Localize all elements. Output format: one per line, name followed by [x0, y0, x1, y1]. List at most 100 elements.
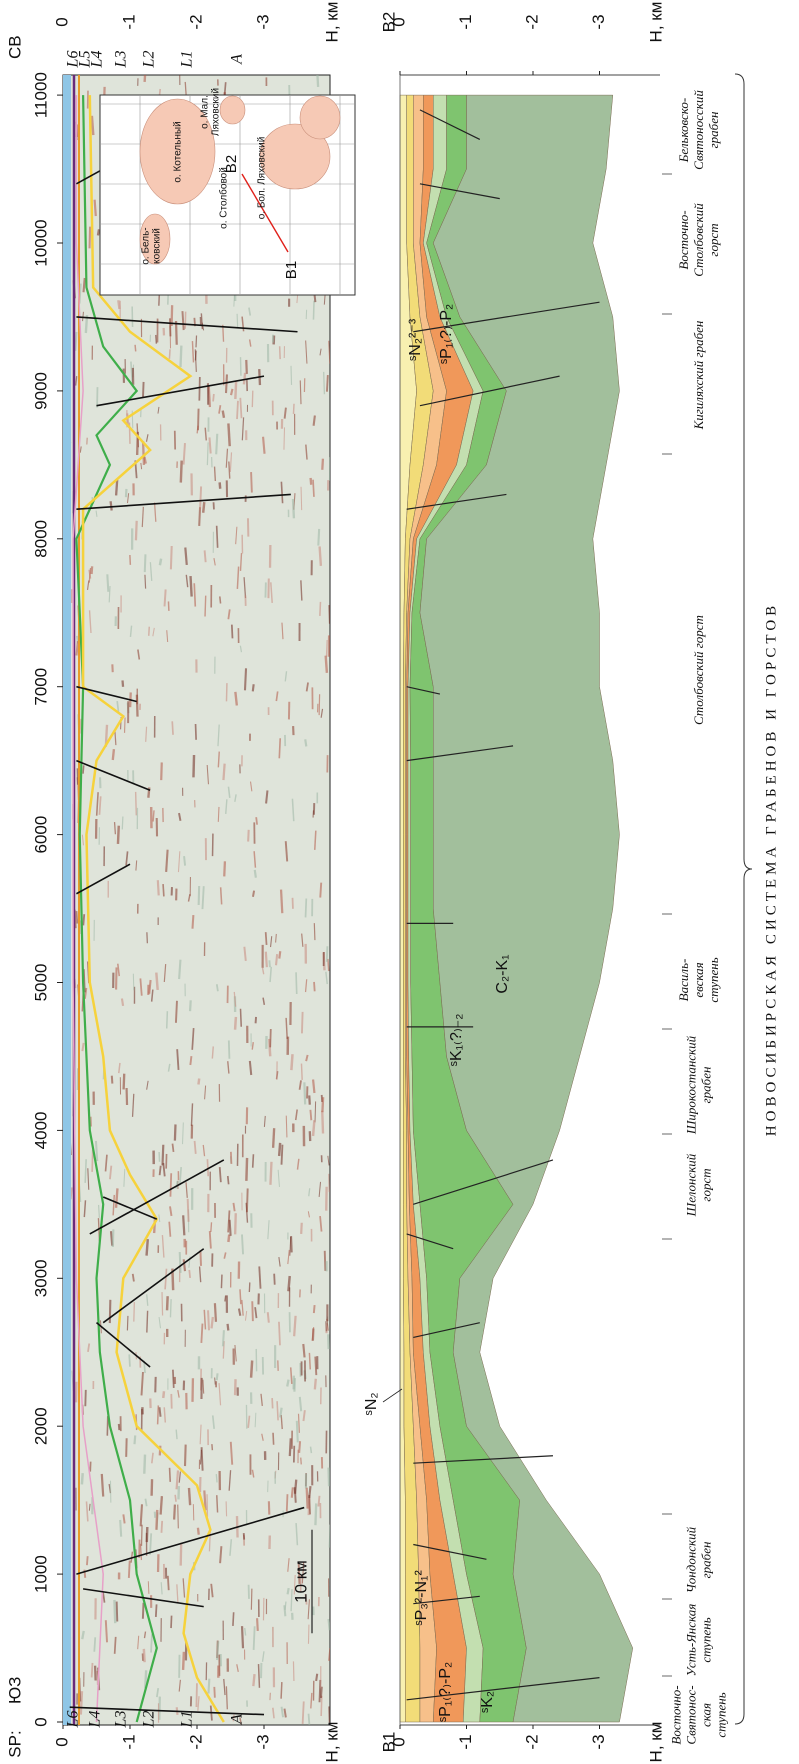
seismic-trace	[244, 373, 245, 385]
seismic-trace	[251, 1360, 252, 1377]
seismic-trace	[242, 1234, 243, 1254]
depth-tick-label: -3	[253, 14, 272, 29]
seismic-trace	[147, 1311, 148, 1333]
seismic-trace	[89, 1504, 90, 1511]
seismic-trace	[183, 1652, 184, 1670]
seismic-trace	[167, 1296, 168, 1310]
island-label: ковский	[152, 228, 163, 264]
seismic-trace	[210, 1231, 211, 1248]
seismic-trace	[197, 426, 198, 434]
seismic-trace	[245, 668, 246, 690]
seismic-trace	[111, 501, 112, 510]
horizon-label: L2	[141, 51, 158, 69]
sp-tick-label: 4000	[31, 1111, 50, 1149]
island-label: о. Столбовой	[218, 167, 230, 229]
seismic-trace	[84, 278, 85, 292]
leader	[383, 1389, 402, 1402]
seismic-trace	[292, 1487, 293, 1497]
seismic-trace	[205, 596, 206, 617]
structure-label: Широкостанский	[683, 1035, 698, 1135]
seismic-trace	[191, 576, 192, 597]
depth-axis-label: H, км	[322, 2, 341, 43]
seismic-trace	[196, 1683, 197, 1707]
map-island	[220, 96, 245, 124]
seismic-trace	[117, 1602, 118, 1622]
seismic-trace	[253, 1154, 254, 1167]
seismic-trace	[328, 959, 329, 971]
seismic-trace	[162, 1292, 163, 1315]
sp-tick-label: 0	[31, 1717, 50, 1726]
structure-label: Усть-Янская	[683, 1604, 698, 1677]
seismic-trace	[178, 1505, 179, 1529]
seismic-trace	[142, 1525, 143, 1546]
structure-label: Святонос-	[683, 1685, 698, 1744]
seismic-trace	[151, 1634, 152, 1652]
seismic-trace	[288, 1588, 289, 1594]
seismic-trace	[175, 1124, 176, 1140]
section-end-label: В2	[379, 12, 398, 33]
seismic-trace	[110, 1300, 111, 1323]
seismic-trace	[322, 1097, 323, 1112]
water-layer	[63, 75, 71, 1725]
seismic-trace	[166, 850, 167, 872]
seismic-trace	[118, 300, 119, 309]
seismic-trace	[113, 1229, 114, 1247]
seismic-trace	[129, 1354, 130, 1366]
seismic-trace	[318, 529, 319, 546]
seismic-trace	[83, 914, 84, 925]
structure-label: Шелонский	[683, 1153, 698, 1217]
map-island	[300, 96, 340, 139]
seismic-trace	[184, 856, 185, 866]
seismic-trace	[229, 462, 230, 479]
structure-label: Столбовский	[691, 203, 706, 277]
seismic-trace	[284, 427, 285, 449]
seismic-trace	[293, 404, 294, 414]
seismic-trace	[259, 1266, 260, 1288]
seismic-trace	[285, 408, 286, 419]
seismic-trace	[277, 1401, 278, 1420]
seismic-trace	[92, 1663, 93, 1678]
seismic-trace	[220, 1167, 221, 1182]
seismic-trace	[280, 346, 281, 359]
seismic-trace	[113, 749, 114, 760]
seismic-trace	[247, 1188, 248, 1212]
seismic-trace	[255, 1413, 256, 1427]
horizon-label: L1	[179, 1711, 196, 1729]
seismic-trace	[226, 374, 227, 393]
unit-label: ˢK₁₍?₎₋₂	[448, 1014, 465, 1067]
seismic-trace	[317, 73, 318, 87]
depth-tick-label: -1	[456, 14, 475, 29]
seismic-trace	[189, 1270, 190, 1278]
seismic-trace	[208, 1310, 209, 1330]
seismic-trace	[116, 1188, 117, 1207]
seismic-trace	[215, 1303, 216, 1322]
structure-label: ская	[698, 1703, 713, 1727]
seismic-trace	[223, 764, 224, 780]
seismic-trace	[85, 1159, 86, 1183]
seismic-trace	[291, 366, 292, 385]
seismic-trace	[134, 1302, 135, 1322]
seismic-trace	[309, 1095, 310, 1104]
seismic-trace	[279, 1143, 280, 1156]
seismic-trace	[315, 1101, 316, 1122]
seismic-trace	[242, 1626, 243, 1648]
seismic-trace	[251, 1589, 252, 1610]
seismic-trace	[158, 880, 159, 895]
seismic-trace	[245, 1628, 246, 1636]
seismic-trace	[135, 345, 136, 352]
seismic-trace	[148, 1581, 149, 1594]
system-bracket	[735, 74, 752, 1724]
seismic-trace	[129, 1561, 130, 1578]
seismic-trace	[250, 1061, 251, 1075]
seismic-trace	[217, 1373, 218, 1380]
seismic-trace	[315, 1503, 316, 1525]
seismic-trace	[311, 1447, 312, 1454]
seismic-trace	[279, 951, 280, 958]
seismic-trace	[82, 1473, 83, 1484]
structure-label: грабен	[698, 1067, 713, 1104]
seismic-trace	[203, 502, 204, 513]
depth-tick-label: -2	[522, 1734, 541, 1749]
seismic-trace	[235, 1017, 236, 1030]
seismic-trace	[301, 1458, 302, 1465]
seismic-trace	[290, 1438, 291, 1456]
